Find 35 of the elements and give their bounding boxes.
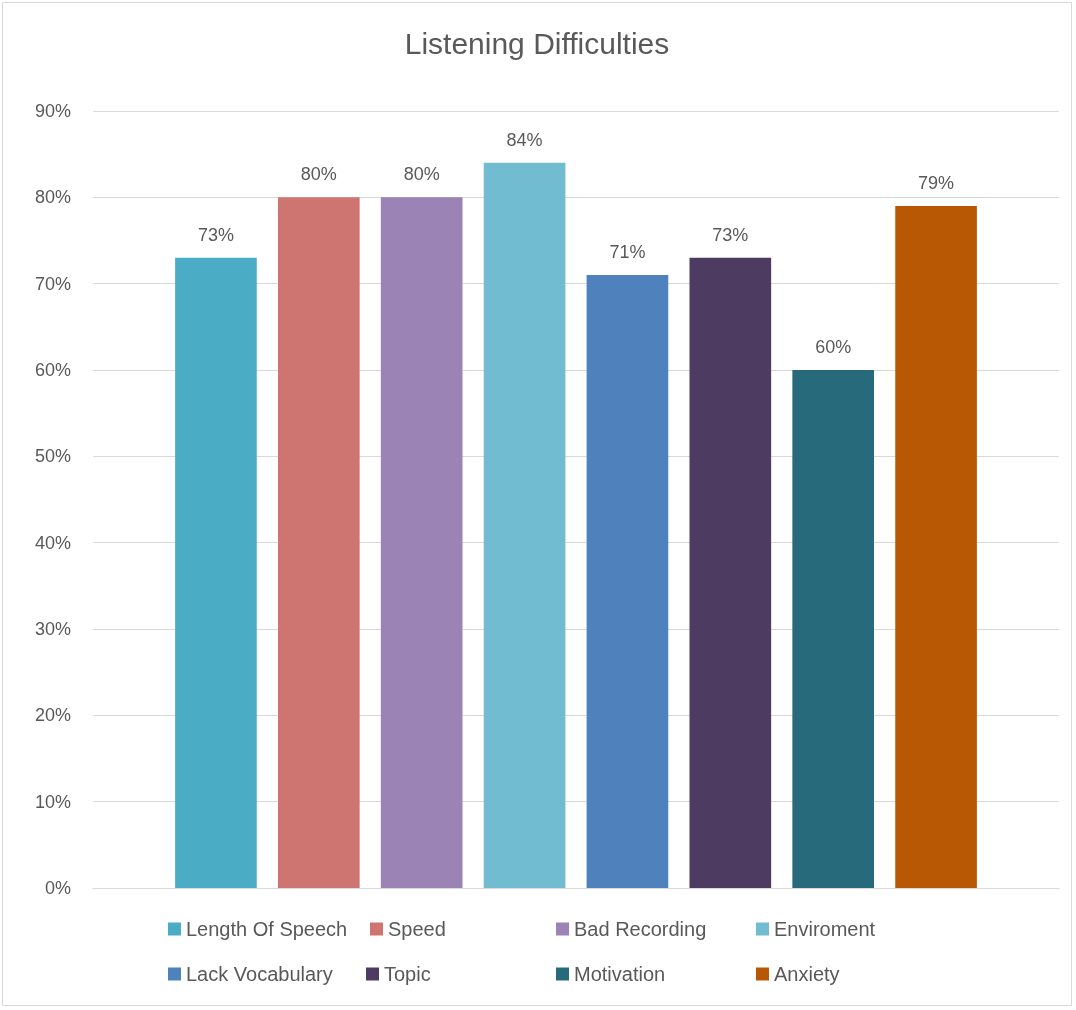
y-tick-label: 60% <box>34 360 71 380</box>
bar <box>380 197 463 888</box>
y-tick-label: 90% <box>34 101 71 121</box>
data-label: 84% <box>506 129 543 150</box>
data-label: 73% <box>712 224 749 245</box>
y-tick-label: 10% <box>34 791 71 812</box>
y-tick-label: 30% <box>34 619 71 639</box>
bar <box>277 197 360 888</box>
bar <box>689 257 772 888</box>
y-tick-label: 0% <box>44 878 71 898</box>
data-label: 80% <box>403 164 440 185</box>
legend-label: Motivation <box>574 963 666 985</box>
data-label: 71% <box>609 242 646 263</box>
legend-label: Topic <box>384 963 431 985</box>
data-label: 79% <box>918 172 955 193</box>
bar <box>792 370 875 888</box>
y-tick-label: 80% <box>34 187 71 208</box>
legend-label: Lack Vocabulary <box>186 963 333 985</box>
data-label: 73% <box>197 224 234 245</box>
legend-label: Length Of Speech <box>186 918 348 940</box>
legend-label: Anxiety <box>774 963 840 985</box>
data-label: 80% <box>300 164 337 185</box>
bar <box>175 257 257 888</box>
y-tick-label: 40% <box>34 532 71 553</box>
legend-label: Enviroment <box>774 918 876 940</box>
y-tick-label: 50% <box>34 446 71 467</box>
y-tick-label: 70% <box>34 273 71 294</box>
legend-label: Bad Recording <box>574 918 707 940</box>
bar <box>586 275 669 888</box>
bar <box>895 205 977 888</box>
chart-title: Listening Difficulties <box>404 26 670 60</box>
bar <box>483 162 566 888</box>
legend-label: Speed <box>388 918 446 940</box>
y-tick-label: 20% <box>34 705 71 726</box>
data-label: 60% <box>815 337 852 357</box>
